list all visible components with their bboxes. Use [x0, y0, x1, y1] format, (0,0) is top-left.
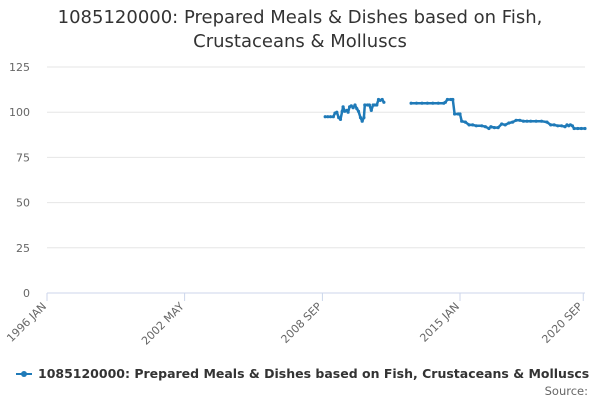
- data-point: [360, 119, 364, 123]
- data-point: [500, 122, 504, 126]
- data-point: [525, 119, 529, 123]
- data-point: [326, 115, 330, 119]
- data-point: [480, 124, 484, 128]
- x-tick-label: 2020 SEP: [539, 300, 585, 346]
- data-point: [351, 106, 355, 110]
- data-point: [338, 117, 343, 121]
- data-point: [492, 126, 496, 130]
- data-point: [579, 126, 583, 131]
- x-tick-label: 2008 SEP: [279, 300, 325, 346]
- data-point: [572, 126, 576, 131]
- data-point: [534, 119, 538, 123]
- data-point: [510, 120, 515, 124]
- chart-title-line-2: Crustaceans & Molluscs: [193, 31, 407, 52]
- data-point: [474, 124, 478, 128]
- data-point: [362, 116, 366, 120]
- x-tick-label: 1996 JAN: [4, 300, 49, 345]
- data-point: [539, 119, 544, 123]
- data-point: [545, 120, 549, 124]
- data-point: [356, 109, 361, 113]
- legend-marker-dot: [21, 370, 27, 377]
- y-tick-label: 100: [9, 106, 30, 119]
- data-point: [549, 123, 553, 127]
- data-point: [331, 115, 335, 119]
- data-point: [436, 101, 440, 105]
- source-label: Source:: [544, 384, 588, 398]
- y-tick-label: 50: [16, 197, 30, 210]
- data-point: [358, 116, 363, 120]
- data-point: [463, 120, 467, 124]
- data-point: [409, 101, 413, 105]
- data-point: [570, 124, 575, 128]
- data-point: [445, 97, 449, 102]
- data-point: [369, 108, 373, 112]
- x-tick-label: 2002 MAY: [139, 300, 187, 348]
- legend-label: 1085120000: Prepared Meals & Dishes base…: [38, 366, 590, 381]
- data-point: [451, 97, 455, 102]
- data-point: [471, 123, 475, 127]
- data-point: [559, 124, 564, 128]
- chart-title: 1085120000: Prepared Meals & Dishes base…: [0, 6, 600, 54]
- data-point: [420, 101, 424, 105]
- y-tick-label: 125: [9, 61, 30, 74]
- data-point: [556, 124, 560, 128]
- data-point: [552, 123, 556, 127]
- legend-series-marker-icon: [16, 369, 32, 379]
- data-point: [375, 103, 379, 107]
- data-point: [335, 110, 339, 114]
- data-point: [521, 119, 526, 123]
- data-point: [514, 118, 518, 122]
- data-point: [503, 123, 507, 127]
- data-point: [323, 115, 327, 119]
- data-point: [340, 109, 344, 113]
- data-point: [460, 119, 464, 123]
- data-point: [453, 112, 457, 116]
- data-point: [443, 100, 447, 104]
- data-point: [458, 112, 462, 116]
- chart-title-line-1: 1085120000: Prepared Meals & Dishes base…: [57, 7, 543, 28]
- data-point: [489, 125, 493, 129]
- data-point: [363, 103, 367, 107]
- data-point: [367, 103, 371, 107]
- data-point: [431, 101, 435, 105]
- data-point: [518, 118, 522, 122]
- data-point: [382, 100, 386, 104]
- data-point: [341, 105, 345, 109]
- data-point: [328, 115, 333, 119]
- data-point: [507, 121, 511, 125]
- y-tick-label: 75: [16, 151, 30, 164]
- data-point: [355, 107, 359, 111]
- x-tick-label: 2015 JAN: [417, 300, 462, 345]
- data-point: [576, 126, 580, 131]
- data-point: [414, 101, 419, 105]
- data-point: [425, 101, 429, 105]
- data-point: [346, 110, 350, 114]
- legend-item[interactable]: 1085120000: Prepared Meals & Dishes base…: [16, 366, 589, 381]
- data-point: [496, 126, 500, 130]
- data-point: [380, 97, 384, 102]
- data-point: [529, 119, 533, 123]
- y-tick-label: 25: [16, 242, 30, 255]
- data-point: [483, 125, 487, 129]
- data-point: [467, 123, 471, 127]
- y-tick-label: 0: [23, 287, 30, 300]
- data-point: [353, 103, 357, 107]
- data-point: [583, 126, 587, 131]
